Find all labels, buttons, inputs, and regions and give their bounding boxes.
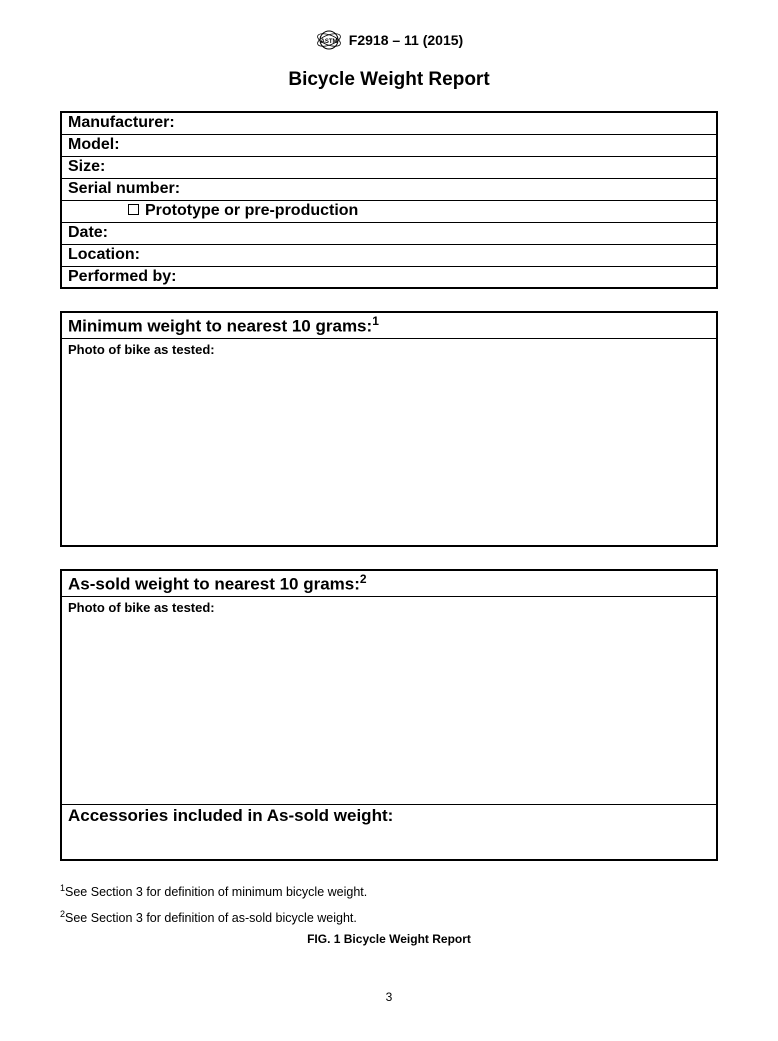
location-field: Location:: [61, 244, 717, 266]
page: ASTM F2918 – 11 (2015) Bicycle Weight Re…: [0, 0, 778, 1024]
standard-designation: F2918 – 11 (2015): [349, 32, 463, 48]
minimum-weight-section: Minimum weight to nearest 10 grams:1 Pho…: [60, 311, 718, 547]
manufacturer-field: Manufacturer:: [61, 112, 717, 134]
prototype-row: Prototype or pre-production: [61, 200, 717, 222]
size-field: Size:: [61, 156, 717, 178]
as-sold-weight-section: As-sold weight to nearest 10 grams:2 Pho…: [60, 569, 718, 861]
as-sold-weight-sup: 2: [360, 572, 367, 586]
model-field: Model:: [61, 134, 717, 156]
footnote-2: 2See Section 3 for definition of as-sold…: [60, 909, 718, 925]
footnote-2-text: See Section 3 for definition of as-sold …: [65, 912, 357, 926]
document-header: ASTM F2918 – 11 (2015): [60, 30, 718, 55]
as-sold-weight-photo-cell: Photo of bike as tested:: [61, 596, 717, 804]
prototype-checkbox-icon: [128, 204, 139, 215]
astm-logo-icon: ASTM: [315, 30, 343, 50]
prototype-label: Prototype or pre-production: [145, 202, 358, 219]
footnote-1-text: See Section 3 for definition of minimum …: [65, 885, 367, 899]
report-title: Bicycle Weight Report: [60, 69, 718, 91]
as-sold-weight-header-text: As-sold weight to nearest 10 grams:: [68, 575, 360, 594]
date-field: Date:: [61, 222, 717, 244]
serial-number-field: Serial number:: [61, 178, 717, 200]
performed-by-field: Performed by:: [61, 266, 717, 288]
minimum-weight-header-text: Minimum weight to nearest 10 grams:: [68, 317, 372, 336]
accessories-cell: Accessories included in As-sold weight:: [61, 804, 717, 860]
figure-caption: FIG. 1 Bicycle Weight Report: [60, 932, 718, 946]
info-table: Manufacturer: Model: Size: Serial number…: [60, 111, 718, 289]
footnote-1: 1See Section 3 for definition of minimum…: [60, 883, 718, 899]
minimum-weight-photo-cell: Photo of bike as tested:: [61, 338, 717, 546]
page-number: 3: [60, 990, 718, 1004]
minimum-weight-header: Minimum weight to nearest 10 grams:1: [61, 312, 717, 338]
svg-text:ASTM: ASTM: [320, 39, 337, 45]
minimum-weight-sup: 1: [372, 314, 379, 328]
as-sold-weight-header: As-sold weight to nearest 10 grams:2: [61, 570, 717, 596]
